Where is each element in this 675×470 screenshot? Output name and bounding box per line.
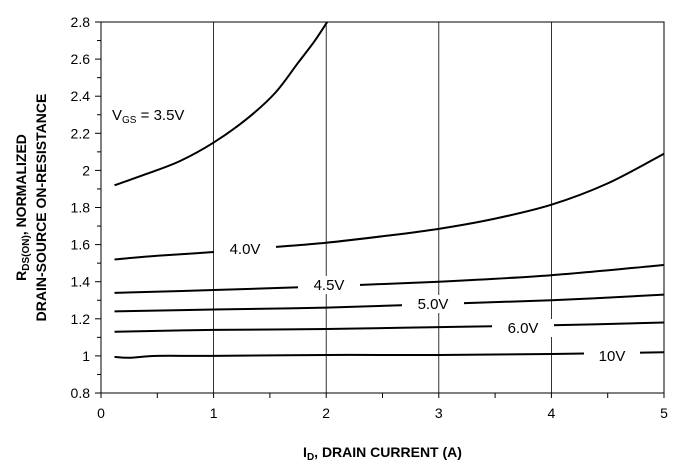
- series-line: [114, 22, 329, 187]
- y-tick-label: 1.2: [71, 311, 91, 327]
- label-mask: [402, 295, 464, 313]
- plot-frame: [100, 21, 665, 394]
- label-mask: [584, 347, 640, 365]
- grid: [213, 22, 552, 393]
- y-tick-label: 2: [82, 162, 90, 178]
- series-line: [114, 293, 664, 313]
- label-mask: [214, 240, 276, 258]
- x-tick-label: 5: [660, 405, 668, 421]
- label-mask: [298, 276, 360, 294]
- y-tick-label: 1.4: [71, 274, 91, 290]
- curve-labels: VGS = 3.5V 4.0V 4.5V 5.0V 6.0V 10V: [112, 107, 640, 365]
- y-tick-label: 2.6: [71, 51, 91, 67]
- x-axis: 0 1 2 3 4 5: [97, 393, 668, 421]
- x-tick-label: 3: [435, 405, 443, 421]
- y-tick-label: 1: [82, 348, 90, 364]
- series-label: 10V: [599, 348, 626, 365]
- series-label: 4.5V: [314, 277, 345, 294]
- y-tick-label: 0.8: [71, 385, 91, 401]
- x-axis-title: ID, DRAIN CURRENT (A): [303, 444, 462, 463]
- y-axis-title-line1: RDS(ON), NORMALIZED: [13, 134, 32, 281]
- series-label: VGS = 3.5V: [112, 107, 184, 126]
- label-mask: [492, 319, 554, 337]
- y-axis-title: RDS(ON), NORMALIZED DRAIN-SOURCE ON-RESI…: [13, 94, 49, 322]
- series-label: 5.0V: [418, 296, 449, 313]
- x-tick-label: 1: [210, 405, 218, 421]
- series-line: [114, 351, 664, 359]
- y-axis-title-line2: DRAIN-SOURCE ON-RESISTANCE: [33, 94, 49, 322]
- y-tick-label: 1.8: [71, 200, 91, 216]
- series-line: [114, 152, 664, 261]
- y-axis: 0.8 1 1.2 1.4 1.6 1.8 2 2.2 2.4 2.6 2.8: [71, 14, 101, 401]
- series-label: 4.0V: [230, 241, 261, 258]
- y-tick-label: 2.8: [71, 14, 91, 30]
- x-tick-label: 0: [97, 405, 105, 421]
- x-tick-label: 4: [548, 405, 556, 421]
- y-tick-label: 1.6: [71, 237, 91, 253]
- curves: [114, 22, 664, 359]
- y-tick-label: 2.4: [71, 88, 91, 104]
- series-line: [114, 321, 664, 333]
- y-tick-label: 2.2: [71, 125, 91, 141]
- series-label: 6.0V: [508, 320, 539, 337]
- series-line: [114, 264, 664, 294]
- x-tick-label: 2: [322, 405, 330, 421]
